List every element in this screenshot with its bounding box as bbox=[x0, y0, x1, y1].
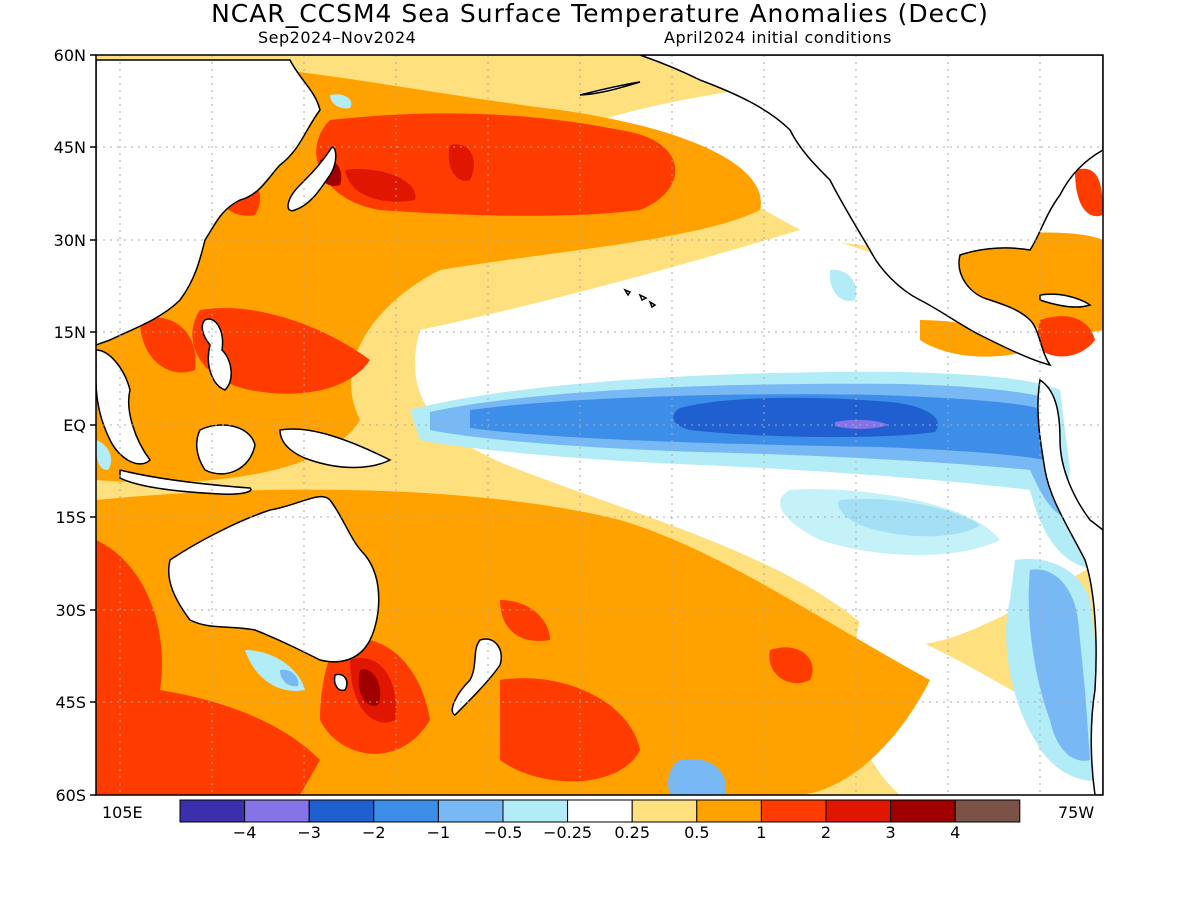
colorbar-tick-label: −1 bbox=[426, 823, 451, 842]
axis-ticks bbox=[90, 54, 96, 796]
colorbar-swatch bbox=[373, 799, 439, 823]
lat-label-30s: 30S bbox=[55, 601, 86, 620]
colorbar-swatch bbox=[567, 799, 633, 823]
colorbar-tick-label: −4 bbox=[232, 823, 257, 842]
colorbar-swatch bbox=[890, 799, 956, 823]
colorbar-swatch bbox=[308, 799, 375, 823]
colorbar-swatch bbox=[502, 799, 569, 823]
colorbar-tick-label: −0.5 bbox=[483, 823, 523, 842]
colorbar-swatch bbox=[437, 799, 504, 823]
initial-conditions-label: April2024 initial conditions bbox=[664, 28, 892, 47]
colorbar-swatch bbox=[825, 799, 892, 823]
lat-label-45s: 45S bbox=[55, 693, 86, 712]
lat-label-30n: 30N bbox=[53, 231, 86, 250]
lat-label-45n: 45N bbox=[53, 138, 86, 157]
colorbar-swatch bbox=[696, 799, 762, 823]
lat-label-15n: 15N bbox=[53, 323, 86, 342]
colorbar-tick-label: 0.5 bbox=[684, 823, 710, 842]
colorbar-tick-label: 0.25 bbox=[614, 823, 650, 842]
colorbar-swatch bbox=[631, 799, 698, 823]
lat-label-60n: 60N bbox=[53, 46, 86, 65]
season-label: Sep2024–Nov2024 bbox=[258, 28, 417, 47]
colorbar-swatch bbox=[954, 799, 1021, 823]
colorbar-tick-label: 2 bbox=[820, 823, 832, 842]
map-title: NCAR_CCSM4 Sea Surface Temperature Anoma… bbox=[211, 0, 989, 28]
colorbar-tick-label: −3 bbox=[297, 823, 321, 842]
colorbar-swatch bbox=[179, 799, 246, 823]
land-masses bbox=[96, 55, 1103, 795]
colorbar-swatch bbox=[760, 799, 827, 823]
colorbar-tick-label: 3 bbox=[885, 823, 896, 842]
lon-label-east: 75W bbox=[1058, 803, 1095, 822]
colorbar-tick-label: −0.25 bbox=[543, 823, 593, 842]
colorbar-tick-label: −2 bbox=[362, 823, 386, 842]
colorbar bbox=[179, 799, 1021, 823]
lat-label-60s: 60S bbox=[55, 786, 86, 805]
lat-label-15s: 15S bbox=[55, 508, 86, 527]
lat-lon-grid bbox=[96, 55, 1103, 795]
lat-label-eq: EQ bbox=[63, 416, 86, 435]
colorbar-tick-label: 4 bbox=[950, 823, 961, 842]
lon-label-west: 105E bbox=[102, 803, 143, 822]
colorbar-tick-label: 1 bbox=[756, 823, 767, 842]
colorbar-swatch bbox=[244, 799, 310, 823]
